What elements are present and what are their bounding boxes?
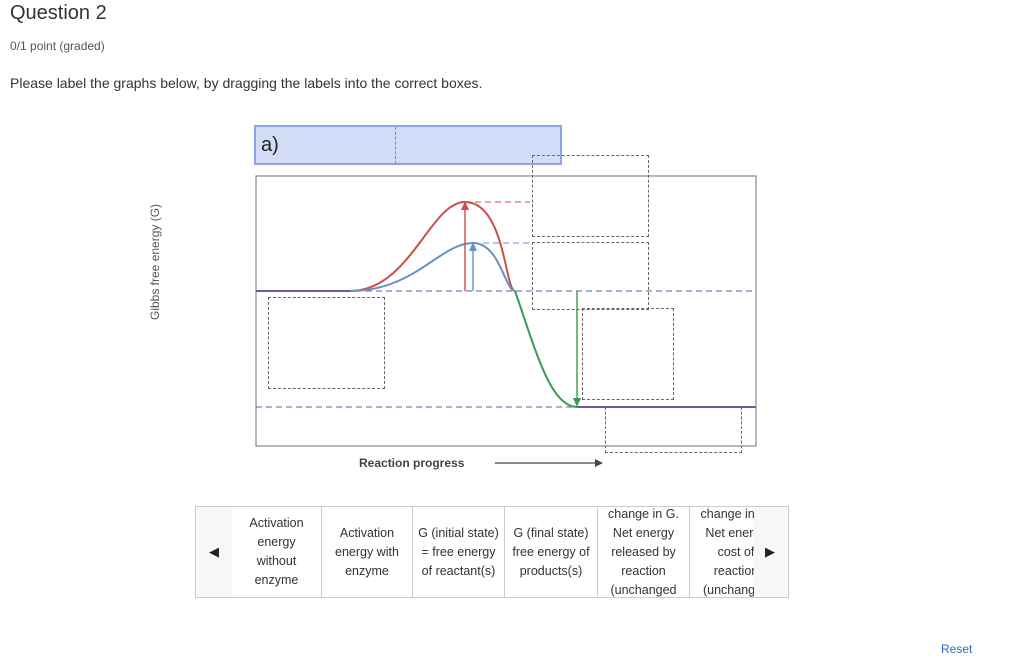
triangle-right-icon: ▶ bbox=[765, 544, 775, 559]
catalyzed-arrowhead bbox=[469, 242, 477, 251]
energy-change-arrowhead bbox=[573, 398, 581, 407]
label-chip[interactable]: G (initial state) = free energy of react… bbox=[413, 507, 505, 597]
label-chip[interactable]: Activation energy without enzyme bbox=[232, 507, 322, 597]
y-axis-label: Gibbs free energy (G) bbox=[148, 203, 162, 320]
label-chip[interactable]: change in G. Net energy cost of reaction… bbox=[700, 507, 754, 597]
x-axis-label: Reaction progress bbox=[359, 456, 465, 470]
reset-button[interactable]: Reset bbox=[941, 642, 973, 656]
triangle-left-icon: ◀ bbox=[209, 544, 219, 559]
question-instructions: Please label the graphs below, by draggi… bbox=[10, 75, 483, 91]
label-chip[interactable]: Activation energy with enzyme bbox=[322, 507, 413, 597]
uncatalyzed-arrowhead bbox=[461, 201, 469, 210]
panel-label: a) bbox=[261, 134, 279, 156]
drop-zone-initial-state[interactable] bbox=[268, 297, 385, 389]
label-chip[interactable]: change in G. Net energy released by reac… bbox=[598, 507, 690, 597]
drop-zone-catalyzed-activation[interactable] bbox=[532, 242, 649, 310]
drop-zone-panel-a[interactable]: a) bbox=[254, 125, 562, 165]
x-axis-arrowhead bbox=[595, 459, 603, 467]
drop-zone-energy-change[interactable] bbox=[582, 308, 674, 400]
energy-diagram-svg bbox=[215, 108, 775, 484]
catalyzed-curve bbox=[349, 241, 516, 292]
drop-zone-uncatalyzed-activation[interactable] bbox=[532, 155, 649, 237]
energy-diagram-figure: a) bbox=[215, 108, 775, 484]
drop-zone-final-state[interactable] bbox=[605, 407, 742, 453]
plot-frame bbox=[255, 175, 757, 447]
question-title: Question 2 bbox=[10, 2, 107, 24]
label-tray: ◀ Activation energy without enzyme Activ… bbox=[195, 506, 789, 598]
tray-prev-button[interactable]: ◀ bbox=[196, 507, 232, 597]
question-points: 0/1 point (graded) bbox=[10, 39, 105, 53]
label-chip[interactable]: G (final state) free energy of products(… bbox=[505, 507, 598, 597]
tray-next-button[interactable]: ▶ bbox=[752, 507, 788, 597]
tray-items: Activation energy without enzyme Activat… bbox=[232, 507, 754, 597]
product-curve bbox=[514, 290, 578, 408]
drop-zone-inner-divider bbox=[256, 127, 396, 164]
